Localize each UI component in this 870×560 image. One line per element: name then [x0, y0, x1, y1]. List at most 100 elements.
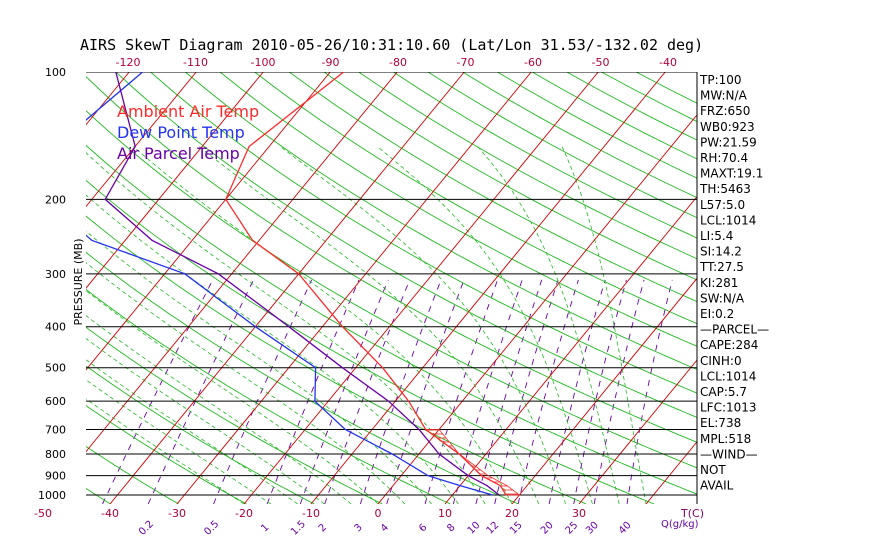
- dry-adiabat-line: [323, 72, 697, 281]
- stat-item: L57:5.0: [700, 198, 745, 212]
- top-temp-tick-labels: -120 -110 -100 -90 -80 -70 -60 -50 -40: [116, 56, 677, 69]
- mixing-axis-label: Q(g/kg): [661, 519, 699, 530]
- mixing-ratio-tick-label: 4: [379, 522, 391, 534]
- dry-adiabat-line: [86, 487, 111, 504]
- mixing-ratio-line: [626, 279, 673, 504]
- bottom-temp-tick-label: 0: [375, 507, 382, 520]
- chart-legend: Ambient Air Temp Dew Point Temp Air Parc…: [117, 102, 259, 163]
- stat-item: TP:100: [699, 73, 742, 87]
- isotherm-line: [310, 72, 666, 504]
- mixing-ratio-line: [573, 279, 627, 504]
- dry-adiabat-line: [86, 365, 315, 504]
- top-temp-tick-label: -100: [251, 56, 276, 69]
- top-temp-tick-label: -70: [457, 56, 475, 69]
- mixing-ratio-tick-label: 20: [539, 520, 556, 537]
- bottom-temp-tick-labels: -50 -40 -30 -20 -10 0 10 20 30: [34, 507, 586, 520]
- stat-item: TH:5463: [699, 182, 751, 196]
- stat-item: LI:5.4: [700, 229, 733, 243]
- bottom-temp-tick-label: -40: [101, 507, 119, 520]
- pressure-tick-label: 200: [45, 193, 66, 206]
- dry-adiabat-line: [86, 179, 655, 504]
- dry-adiabat-line: [289, 72, 697, 303]
- stat-item: KI:281: [700, 276, 738, 290]
- bottom-temp-tick-label: -50: [34, 507, 52, 520]
- top-temp-tick-label: -80: [389, 56, 407, 69]
- pressure-tick-label: 400: [45, 321, 66, 334]
- bottom-temp-tick-label: 30: [572, 507, 586, 520]
- pressure-tick-label: 600: [45, 395, 66, 408]
- stat-item: LCL:1014: [700, 369, 756, 383]
- mixing-ratio-tick-label: 40: [617, 520, 634, 537]
- mixing-ratio-line: [266, 279, 360, 504]
- top-temp-tick-label: -90: [322, 56, 340, 69]
- x-axis-label: T(C): [680, 507, 704, 520]
- mixing-ratio-line: [299, 279, 389, 504]
- dry-adiabat-line: [497, 72, 697, 179]
- pressure-tick-label: 800: [45, 448, 66, 461]
- stat-item: TT:27.5: [699, 260, 744, 274]
- isotherm-line: [444, 195, 697, 504]
- top-temp-tick-label: -40: [659, 56, 677, 69]
- bottom-temp-tick-label: 20: [505, 507, 519, 520]
- mixing-ratio-lines: [102, 279, 673, 504]
- mixing-ratio-tick-label: 30: [584, 520, 601, 537]
- stat-item: LFC:1013: [700, 401, 757, 415]
- mixing-ratio-line: [517, 279, 579, 504]
- mixing-ratio-tick-label: 1.5: [289, 519, 308, 538]
- dry-adiabat-line: [86, 75, 697, 443]
- legend-dewpoint: Dew Point Temp: [117, 123, 245, 142]
- pressure-tick-label: 900: [45, 470, 66, 483]
- mixing-ratio-tick-label: 10: [466, 520, 483, 537]
- stat-item: —WIND—: [700, 447, 758, 461]
- dry-adiabat-line: [115, 72, 697, 418]
- isotherm-line: [86, 72, 331, 371]
- stat-item: EL:738: [700, 416, 741, 430]
- air-parcel-temp-line: [104, 72, 500, 496]
- dry-adiabat-line: [86, 251, 519, 504]
- chart-title: AIRS SkewT Diagram 2010-05-26/10:31:10.6…: [80, 36, 703, 54]
- stat-item: —PARCEL—: [700, 323, 769, 337]
- mixing-ratio-tick-label: 0.5: [202, 519, 221, 538]
- isotherms: [86, 72, 697, 504]
- mixing-ratio-tick-label: 1: [259, 522, 271, 534]
- profile-lines: [86, 72, 507, 496]
- pressure-tick-label: 300: [45, 268, 66, 281]
- isotherm-line: [511, 277, 697, 504]
- dry-adiabat-line: [358, 72, 697, 260]
- pressure-tick-labels: 100 200 300 400 500 600 700 800 900 1000: [38, 66, 66, 502]
- isotherm-line: [578, 359, 697, 504]
- top-temp-tick-label: -60: [524, 56, 542, 69]
- bottom-temp-tick-label: 10: [438, 507, 452, 520]
- dry-adiabat-line: [86, 326, 383, 504]
- dry-adiabat-line: [86, 288, 451, 504]
- mixing-ratio-line: [452, 279, 523, 504]
- pressure-tick-label: 100: [45, 66, 66, 79]
- stat-item: CAP:5.7: [700, 385, 747, 399]
- top-temp-tick-label: -110: [183, 56, 208, 69]
- stat-item: FRZ:650: [700, 104, 750, 118]
- dry-adiabat-line: [219, 72, 697, 347]
- mixing-ratio-tick-label: 15: [508, 520, 525, 537]
- stat-item: WB0:923: [700, 120, 755, 134]
- stat-item: CINH:0: [700, 354, 742, 368]
- stat-item: CAPE:284: [700, 338, 758, 352]
- stat-item: NOT: [700, 463, 726, 477]
- bottom-temp-tick-label: -10: [302, 507, 320, 520]
- isotherm-line: [109, 72, 465, 504]
- dry-adiabat-line: [86, 215, 587, 504]
- dry-adiabat-line: [86, 445, 179, 504]
- mixing-ratio-tick-label: 25: [564, 520, 581, 537]
- dew-point-temp-line: [86, 72, 493, 496]
- y-axis-label: PRESSURE (MB): [72, 239, 85, 326]
- isotherm-line: [176, 72, 532, 504]
- dry-adiabat-line: [185, 72, 697, 370]
- stat-item: MW:N/A: [700, 89, 748, 103]
- mixing-ratio-tick-label: 8: [445, 522, 457, 534]
- mixing-ratio-tick-label: 2: [317, 522, 329, 534]
- mixing-ratio-line: [475, 279, 543, 504]
- legend-parcel: Air Parcel Temp: [117, 144, 240, 163]
- mixing-ratio-tick-label: 3: [352, 522, 364, 534]
- dry-adiabat-line: [150, 72, 697, 394]
- dry-adiabat-line: [427, 72, 697, 219]
